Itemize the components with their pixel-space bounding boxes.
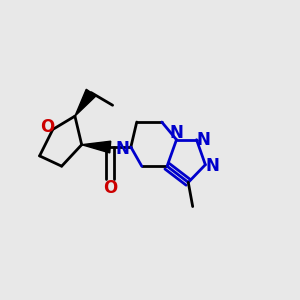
Polygon shape: [82, 141, 111, 153]
Text: O: O: [40, 118, 55, 136]
Polygon shape: [75, 89, 96, 116]
Text: N: N: [197, 131, 211, 149]
Text: O: O: [103, 179, 117, 197]
Text: N: N: [169, 124, 183, 142]
Text: N: N: [206, 157, 220, 175]
Text: N: N: [116, 140, 130, 158]
